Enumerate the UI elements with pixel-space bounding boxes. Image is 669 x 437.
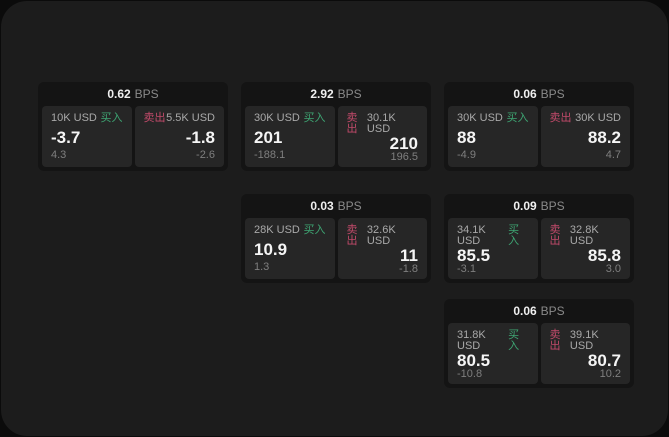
sell-side-label: 卖出 [346, 112, 358, 135]
bps-unit-label: BPS [540, 304, 565, 318]
sell-amount: 5.5K USD [166, 112, 215, 124]
sell-side-label: 卖出 [549, 112, 572, 124]
buy-side-label: 买入 [303, 112, 326, 124]
sell-panel[interactable]: 卖出 5.5K USD -1.8 -2.6 [134, 106, 224, 167]
buy-delta: -3.1 [457, 263, 476, 275]
sell-price: 11 [400, 246, 418, 265]
card-header: 0.09 BPS [444, 194, 634, 218]
card-header: 0.06 BPS [444, 82, 634, 106]
sell-side-label: 卖出 [549, 329, 561, 352]
sell-delta: 196.5 [390, 151, 418, 163]
buy-panel[interactable]: 31.8K USD 买入 80.5 -10.8 [448, 323, 538, 384]
bps-value: 0.62 [107, 87, 131, 101]
buy-side-label: 买入 [508, 224, 520, 247]
buy-side-label: 买入 [303, 224, 326, 236]
buy-price: 85.5 [457, 246, 491, 265]
sell-side-label: 卖出 [346, 224, 358, 247]
buy-amount: 30K USD [254, 112, 300, 124]
bps-value: 0.06 [513, 87, 537, 101]
card-header: 0.06 BPS [444, 299, 634, 323]
sell-amount: 32.8K USD [569, 224, 599, 247]
quote-card-2: 2.92 BPS 30K USD 买入 201 -188.1 卖出 30.1K … [241, 82, 431, 171]
sell-side-label: 卖出 [143, 112, 166, 124]
buy-delta: -4.9 [457, 149, 476, 161]
quote-card-1: 0.62 BPS 10K USD 买入 -3.7 4.3 卖出 5.5K USD… [38, 82, 228, 171]
buy-delta: -188.1 [254, 149, 286, 161]
bps-value: 0.09 [513, 199, 537, 213]
sell-price: 210 [389, 134, 418, 153]
buy-amount: 30K USD [457, 112, 503, 124]
buy-panel[interactable]: 10K USD 买入 -3.7 4.3 [42, 106, 132, 167]
quote-card-3: 0.06 BPS 30K USD 买入 88 -4.9 卖出 30K USD 8… [444, 82, 634, 171]
quote-card-4: 0.03 BPS 28K USD 买入 10.9 1.3 卖出 32.6K US… [241, 194, 431, 283]
sell-price: 88.2 [587, 127, 621, 147]
buy-panel[interactable]: 28K USD 买入 10.9 1.3 [245, 218, 335, 279]
sell-panel[interactable]: 卖出 39.1K USD 80.7 10.2 [540, 323, 630, 384]
sell-panel[interactable]: 卖出 32.8K USD 85.8 3.0 [540, 218, 630, 279]
sell-price: 85.8 [587, 246, 621, 265]
bps-value: 0.06 [513, 304, 537, 318]
sell-panel[interactable]: 卖出 32.6K USD 11 -1.8 [337, 218, 427, 279]
bps-unit-label: BPS [540, 87, 565, 101]
buy-price: 88 [457, 127, 476, 147]
card-header: 2.92 BPS [241, 82, 431, 106]
sell-delta: 10.2 [599, 368, 621, 380]
buy-price: 10.9 [254, 239, 288, 259]
bps-value: 0.03 [310, 199, 334, 213]
buy-panel[interactable]: 30K USD 买入 201 -188.1 [245, 106, 335, 167]
sell-side-label: 卖出 [549, 224, 561, 247]
card-header: 0.03 BPS [241, 194, 431, 218]
buy-price: -3.7 [51, 127, 81, 147]
bps-unit-label: BPS [337, 87, 362, 101]
bps-unit-label: BPS [134, 87, 159, 101]
sell-delta: -2.6 [196, 149, 215, 161]
sell-amount: 32.6K USD [366, 224, 396, 247]
sell-delta: 3.0 [605, 263, 621, 275]
buy-price: 80.5 [457, 351, 491, 370]
sell-amount: 39.1K USD [569, 329, 599, 352]
buy-panel[interactable]: 30K USD 买入 88 -4.9 [448, 106, 538, 167]
sell-amount: 30K USD [575, 112, 621, 124]
sell-panel[interactable]: 卖出 30.1K USD 210 196.5 [337, 106, 427, 167]
buy-side-label: 买入 [506, 112, 529, 124]
buy-amount: 34.1K USD [457, 224, 486, 247]
buy-side-label: 买入 [100, 112, 123, 124]
quote-card-6: 0.06 BPS 31.8K USD 买入 80.5 -10.8 卖出 39.1… [444, 299, 634, 388]
sell-delta: 4.7 [605, 149, 621, 161]
bps-value: 2.92 [310, 87, 334, 101]
buy-amount: 28K USD [254, 224, 300, 236]
card-header: 0.62 BPS [38, 82, 228, 106]
sell-amount: 30.1K USD [366, 112, 396, 135]
buy-side-label: 买入 [508, 329, 520, 352]
bps-unit-label: BPS [540, 199, 565, 213]
buy-price: 201 [254, 127, 283, 147]
sell-price: 80.7 [587, 351, 621, 370]
sell-price: -1.8 [185, 127, 215, 147]
buy-amount: 10K USD [51, 112, 97, 124]
sell-delta: -1.8 [399, 263, 418, 275]
bps-unit-label: BPS [337, 199, 362, 213]
sell-panel[interactable]: 卖出 30K USD 88.2 4.7 [540, 106, 630, 167]
buy-amount: 31.8K USD [457, 329, 486, 352]
quote-card-5: 0.09 BPS 34.1K USD 买入 85.5 -3.1 卖出 32.8K… [444, 194, 634, 283]
buy-panel[interactable]: 34.1K USD 买入 85.5 -3.1 [448, 218, 538, 279]
buy-delta: -10.8 [457, 368, 483, 380]
buy-delta: 1.3 [254, 261, 270, 273]
buy-delta: 4.3 [51, 149, 67, 161]
